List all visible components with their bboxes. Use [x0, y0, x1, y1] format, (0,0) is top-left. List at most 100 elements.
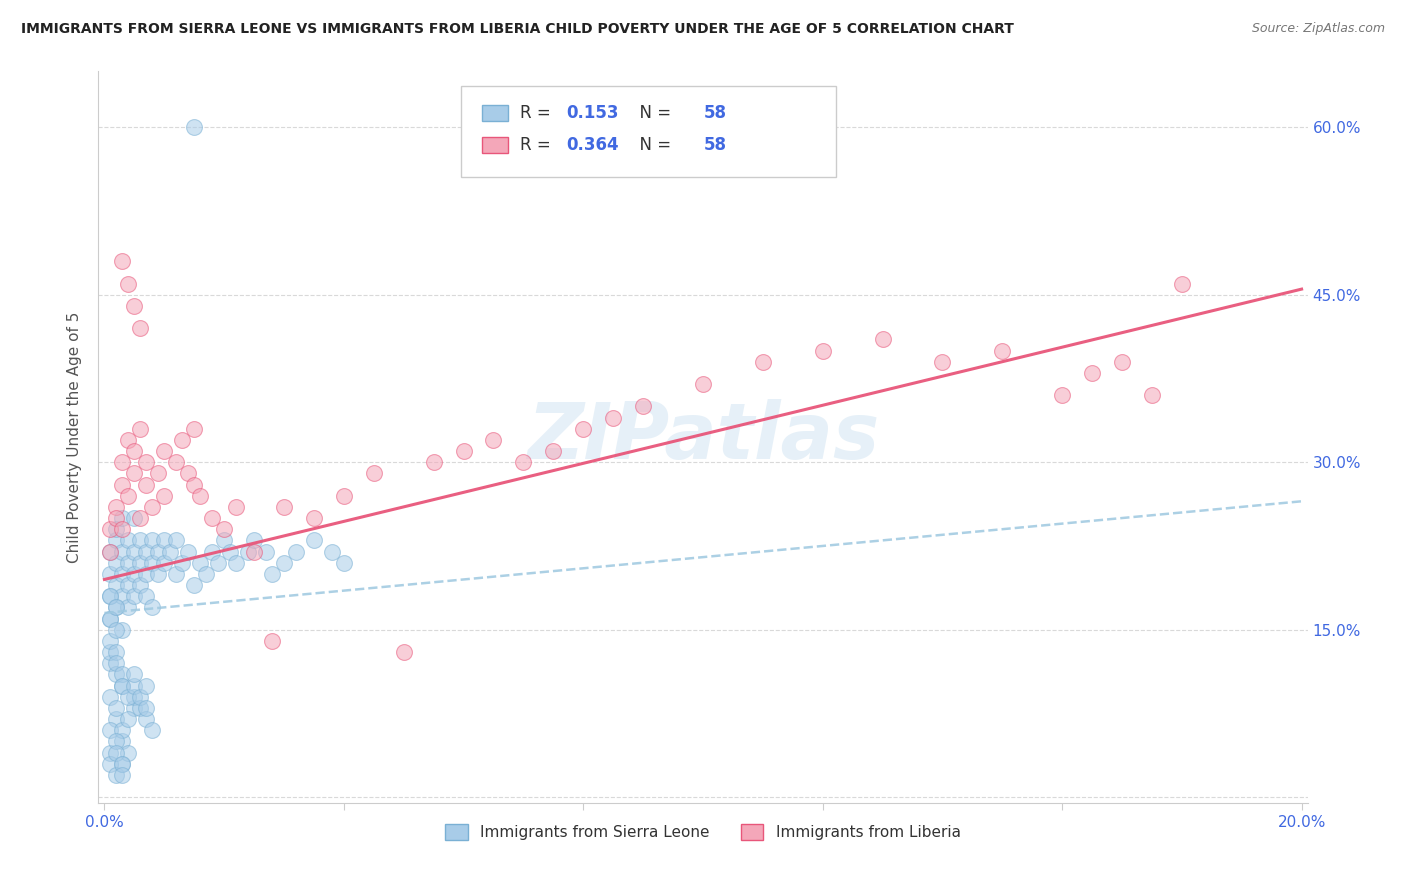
Point	[153, 533, 176, 548]
Point	[141, 723, 163, 738]
Point	[105, 701, 128, 715]
Point	[105, 623, 128, 637]
Text: N =: N =	[630, 136, 676, 154]
Point	[302, 511, 325, 525]
Point	[135, 477, 157, 491]
Point	[129, 556, 152, 570]
Point	[117, 277, 139, 291]
Point	[100, 756, 122, 771]
Point	[512, 455, 534, 469]
Point	[129, 701, 152, 715]
Point	[1111, 354, 1133, 368]
Point	[183, 477, 205, 491]
Point	[991, 343, 1014, 358]
Point	[105, 600, 128, 615]
Point	[105, 533, 128, 548]
Point	[201, 511, 224, 525]
Point	[105, 712, 128, 726]
Y-axis label: Child Poverty Under the Age of 5: Child Poverty Under the Age of 5	[67, 311, 83, 563]
Point	[105, 511, 128, 525]
Point	[148, 467, 170, 481]
Point	[1171, 277, 1194, 291]
Point	[572, 422, 595, 436]
Point	[124, 690, 146, 704]
Point	[124, 701, 146, 715]
Point	[111, 679, 134, 693]
Point	[111, 254, 134, 268]
Text: IMMIGRANTS FROM SIERRA LEONE VS IMMIGRANTS FROM LIBERIA CHILD POVERTY UNDER THE : IMMIGRANTS FROM SIERRA LEONE VS IMMIGRAN…	[21, 22, 1014, 37]
Point	[129, 533, 152, 548]
Point	[117, 489, 139, 503]
Point	[100, 544, 122, 558]
Point	[111, 477, 134, 491]
Point	[117, 556, 139, 570]
Point	[183, 578, 205, 592]
Point	[105, 657, 128, 671]
Point	[172, 433, 194, 447]
Point	[111, 723, 134, 738]
Point	[135, 712, 157, 726]
Point	[333, 489, 356, 503]
Point	[111, 756, 134, 771]
Point	[100, 544, 122, 558]
Point	[124, 444, 146, 458]
Point	[135, 566, 157, 581]
Point	[105, 645, 128, 659]
Point	[124, 299, 146, 313]
Point	[100, 566, 122, 581]
Point	[111, 589, 134, 603]
Point	[129, 511, 152, 525]
Point	[302, 533, 325, 548]
Point	[177, 544, 200, 558]
Point	[111, 566, 134, 581]
Point	[117, 690, 139, 704]
Point	[100, 589, 122, 603]
Point	[872, 332, 894, 346]
Point	[219, 544, 242, 558]
Point	[153, 489, 176, 503]
Point	[225, 556, 247, 570]
Point	[212, 533, 235, 548]
Legend: Immigrants from Sierra Leone, Immigrants from Liberia: Immigrants from Sierra Leone, Immigrants…	[439, 818, 967, 847]
Point	[165, 455, 187, 469]
Point	[129, 690, 152, 704]
Point	[201, 544, 224, 558]
Point	[141, 600, 163, 615]
Point	[100, 657, 122, 671]
Text: R =: R =	[520, 136, 557, 154]
Point	[165, 566, 187, 581]
Point	[135, 701, 157, 715]
Point	[811, 343, 834, 358]
Point	[482, 433, 505, 447]
Point	[105, 667, 128, 681]
Point	[105, 556, 128, 570]
Point	[117, 600, 139, 615]
Point	[111, 455, 134, 469]
Point	[124, 679, 146, 693]
Point	[111, 623, 134, 637]
Point	[111, 667, 134, 681]
Point	[105, 522, 128, 536]
Point	[135, 544, 157, 558]
Point	[453, 444, 475, 458]
Text: 58: 58	[704, 104, 727, 122]
Point	[243, 533, 266, 548]
Point	[117, 533, 139, 548]
Point	[159, 544, 181, 558]
Point	[105, 600, 128, 615]
Point	[124, 511, 146, 525]
Point	[111, 756, 134, 771]
Point	[363, 467, 385, 481]
Point	[260, 633, 283, 648]
Point	[105, 768, 128, 782]
Point	[1140, 388, 1163, 402]
Point	[100, 633, 122, 648]
Point	[117, 712, 139, 726]
Point	[111, 522, 134, 536]
Point	[236, 544, 259, 558]
Point	[124, 544, 146, 558]
Text: 58: 58	[704, 136, 727, 154]
Text: R =: R =	[520, 104, 557, 122]
FancyBboxPatch shape	[461, 86, 837, 178]
Point	[129, 321, 152, 335]
